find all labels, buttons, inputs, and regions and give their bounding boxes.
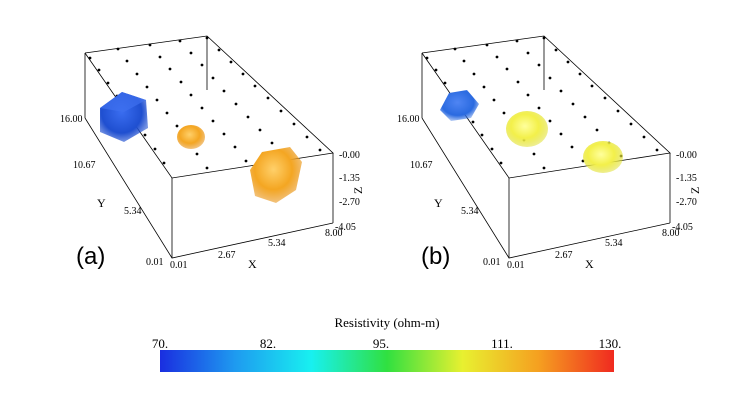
colorbar-tick-1: 70.: [151, 336, 169, 351]
y-tick-2: 10.67: [410, 160, 433, 171]
colorbar-title: Resistivity (ohm-m): [334, 315, 440, 330]
y-tick-4: 0.01: [146, 257, 164, 268]
anomaly-high-resistivity-1: [506, 111, 548, 147]
panel-b-3d-plot: 16.00 10.67 5.34 0.01 Y 0.01 2.67 5.34 8…: [397, 35, 702, 271]
z-tick-2: -1.35: [339, 173, 360, 184]
z-tick-3: -2.70: [339, 197, 360, 208]
colorbar-tick-2: 82.: [259, 336, 277, 351]
z-tick-4: -4.05: [335, 222, 356, 233]
z-tick-1: -0.00: [676, 150, 697, 161]
y-tick-2: 10.67: [73, 160, 96, 171]
x-tick-3: 5.34: [268, 238, 286, 249]
colorbar-tick-3: 95.: [372, 336, 390, 351]
z-tick-2: -1.35: [676, 173, 697, 184]
panel-label: (b): [421, 243, 450, 270]
anomaly-low-resistivity: [100, 92, 148, 142]
box-wireframe: [421, 35, 671, 259]
anomaly-high-resistivity-2: [583, 141, 623, 173]
anomaly-high-resistivity-2: [250, 147, 302, 203]
x-tick-4: 8.00: [325, 228, 343, 239]
anomaly-low-resistivity: [440, 90, 479, 121]
x-axis-label: X: [585, 257, 594, 271]
z-tick-3: -2.70: [676, 197, 697, 208]
y-axis-label: Y: [434, 196, 443, 210]
x-tick-4: 8.00: [662, 228, 680, 239]
x-tick-2: 2.67: [218, 250, 236, 261]
y-tick-1: 16.00: [397, 114, 420, 125]
y-tick-1: 16.00: [60, 114, 83, 125]
colorbar-tick-4: 111.: [491, 336, 513, 351]
x-tick-2: 2.67: [555, 250, 573, 261]
x-axis-label: X: [248, 257, 257, 271]
x-tick-3: 5.34: [605, 238, 623, 249]
y-tick-4: 0.01: [483, 257, 501, 268]
y-axis-label: Y: [97, 196, 106, 210]
z-axis-label: Z: [351, 187, 365, 194]
anomaly-high-resistivity-1: [177, 125, 205, 149]
x-tick-1: 0.01: [507, 260, 525, 271]
box-wireframe: [84, 35, 334, 259]
panel-a-3d-plot: 16.00 10.67 5.34 0.01 Y 0.01 2.67 5.34 8…: [60, 35, 365, 271]
z-axis-label: Z: [688, 187, 702, 194]
panel-label: (a): [76, 243, 105, 270]
x-tick-1: 0.01: [170, 260, 188, 271]
colorbar-gradient: [160, 350, 614, 372]
z-tick-4: -4.05: [672, 222, 693, 233]
colorbar-tick-5: 130.: [598, 336, 622, 351]
y-tick-3: 5.34: [124, 206, 142, 217]
y-tick-3: 5.34: [461, 206, 479, 217]
z-tick-1: -0.00: [339, 150, 360, 161]
